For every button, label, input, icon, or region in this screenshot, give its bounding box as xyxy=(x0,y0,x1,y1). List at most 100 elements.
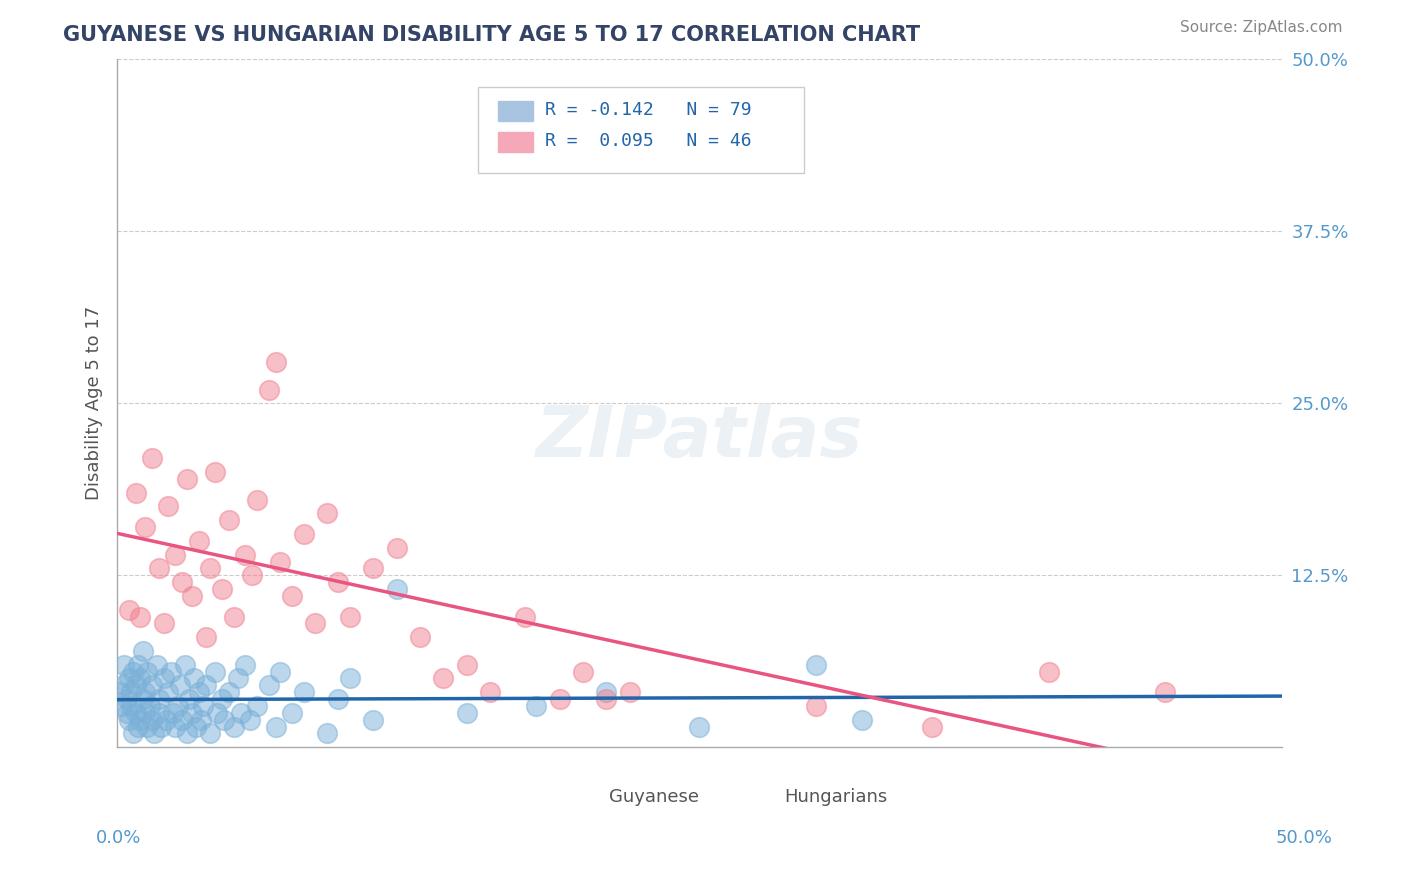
Point xyxy=(115,706,138,720)
Point xyxy=(595,685,617,699)
Point xyxy=(162,706,184,720)
Point xyxy=(1038,665,1060,679)
Point xyxy=(207,706,229,720)
Text: 0.0%: 0.0% xyxy=(96,829,141,847)
Point xyxy=(385,541,408,555)
Point xyxy=(176,472,198,486)
Point xyxy=(409,630,432,644)
Point xyxy=(328,692,350,706)
Point xyxy=(200,726,222,740)
Point xyxy=(921,720,943,734)
FancyBboxPatch shape xyxy=(498,132,533,153)
Point xyxy=(456,706,478,720)
Point xyxy=(292,685,315,699)
Text: Guyanese: Guyanese xyxy=(609,788,699,805)
Point xyxy=(214,713,236,727)
Point xyxy=(132,644,155,658)
Text: 50.0%: 50.0% xyxy=(1277,829,1333,847)
Point xyxy=(281,706,304,720)
Point xyxy=(257,383,280,397)
Point xyxy=(218,685,240,699)
FancyBboxPatch shape xyxy=(740,787,775,808)
Point xyxy=(152,616,174,631)
Point xyxy=(120,685,142,699)
Point xyxy=(264,355,287,369)
Point xyxy=(190,713,212,727)
Point xyxy=(176,726,198,740)
Point xyxy=(218,513,240,527)
Text: R = -0.142   N = 79: R = -0.142 N = 79 xyxy=(544,101,751,119)
Point xyxy=(148,706,170,720)
Point xyxy=(226,672,249,686)
Point xyxy=(211,692,233,706)
Point xyxy=(363,713,385,727)
Point xyxy=(239,713,262,727)
Point xyxy=(269,665,291,679)
Point xyxy=(139,698,162,713)
Point xyxy=(339,672,361,686)
Point xyxy=(125,706,148,720)
Point xyxy=(157,500,180,514)
Point xyxy=(125,485,148,500)
Point xyxy=(134,706,156,720)
Point xyxy=(155,713,177,727)
Point xyxy=(159,665,181,679)
Point xyxy=(548,692,571,706)
Point xyxy=(804,657,827,672)
Point xyxy=(134,685,156,699)
Point xyxy=(143,726,166,740)
Point xyxy=(115,692,138,706)
Point xyxy=(304,616,326,631)
Point xyxy=(204,665,226,679)
Point xyxy=(165,548,187,562)
Point xyxy=(141,678,163,692)
FancyBboxPatch shape xyxy=(565,787,600,808)
Point xyxy=(315,726,337,740)
Point xyxy=(194,630,217,644)
Point xyxy=(328,575,350,590)
Point xyxy=(172,713,194,727)
Point xyxy=(141,451,163,466)
Point xyxy=(120,698,142,713)
Point xyxy=(194,678,217,692)
Point xyxy=(112,678,135,692)
Point xyxy=(129,609,152,624)
Point xyxy=(456,657,478,672)
Point xyxy=(169,678,191,692)
Point xyxy=(141,713,163,727)
Point xyxy=(148,692,170,706)
Point xyxy=(432,672,454,686)
Point xyxy=(165,720,187,734)
Point xyxy=(211,582,233,596)
Point xyxy=(240,568,263,582)
Point xyxy=(157,685,180,699)
Text: R =  0.095   N = 46: R = 0.095 N = 46 xyxy=(544,132,751,150)
Point xyxy=(193,698,215,713)
Point xyxy=(478,685,501,699)
Point xyxy=(118,602,141,616)
Point xyxy=(257,678,280,692)
Point xyxy=(134,520,156,534)
Point xyxy=(146,657,169,672)
Point xyxy=(179,692,201,706)
Point xyxy=(118,672,141,686)
Point xyxy=(129,713,152,727)
Point xyxy=(292,527,315,541)
Point xyxy=(136,665,159,679)
Point xyxy=(233,548,256,562)
Point xyxy=(129,672,152,686)
Text: GUYANESE VS HUNGARIAN DISABILITY AGE 5 TO 17 CORRELATION CHART: GUYANESE VS HUNGARIAN DISABILITY AGE 5 T… xyxy=(63,25,921,45)
Point xyxy=(173,657,195,672)
Point xyxy=(315,507,337,521)
Point xyxy=(572,665,595,679)
Point xyxy=(180,706,202,720)
Point xyxy=(688,720,710,734)
Point xyxy=(187,685,209,699)
Point xyxy=(246,492,269,507)
Point xyxy=(166,698,188,713)
Point xyxy=(526,698,548,713)
Point xyxy=(127,720,149,734)
Point xyxy=(222,609,245,624)
Point xyxy=(246,698,269,713)
Text: ZIPatlas: ZIPatlas xyxy=(536,403,863,472)
